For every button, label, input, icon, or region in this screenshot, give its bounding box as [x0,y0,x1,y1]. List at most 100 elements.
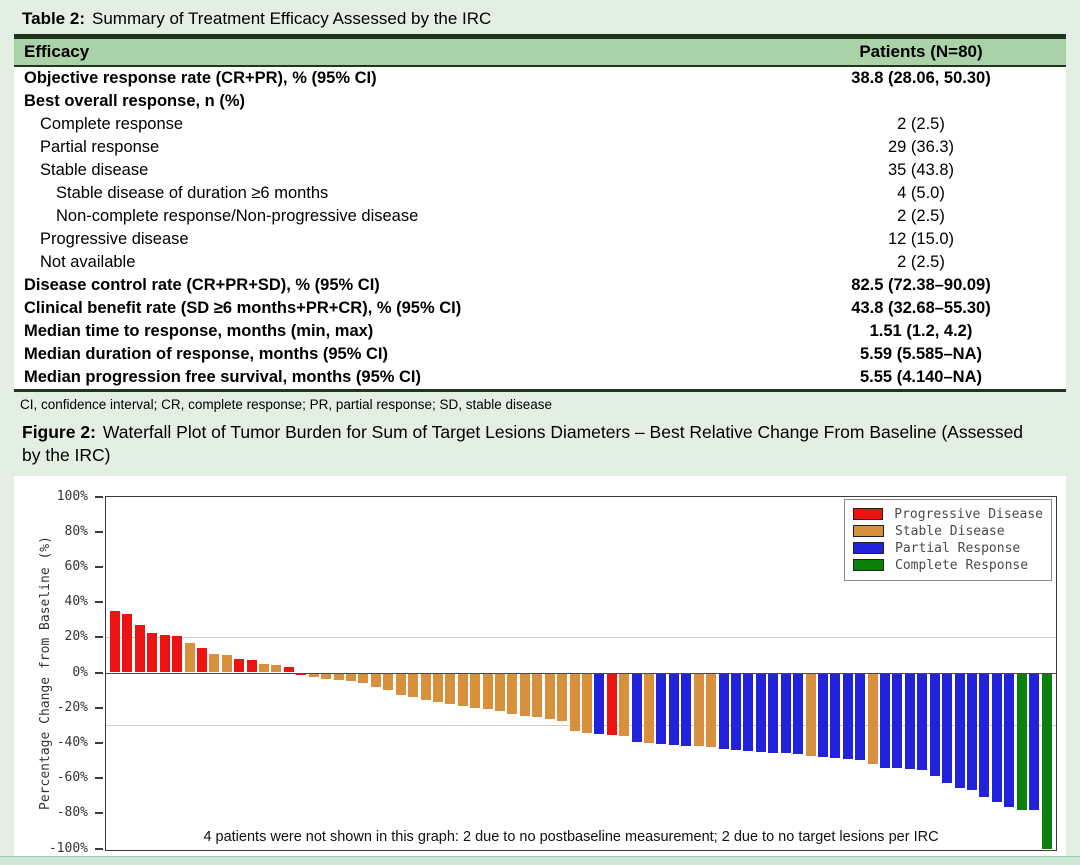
reference-line [106,725,1056,727]
legend-item: Stable Disease [853,523,1043,540]
table-row: Progressive disease 12 (15.0) [14,228,1066,251]
waterfall-bar-pr [842,672,853,759]
waterfall-bar-sd [370,672,381,687]
waterfall-bar-pd [122,614,133,673]
y-tick-label: 60% [64,558,88,574]
waterfall-bar-cr [1041,672,1052,849]
row-value: 29 (36.3) [887,138,955,156]
waterfall-bar-pr [917,672,928,771]
row-label: Progressive disease [40,230,189,248]
y-tick-label: 100% [56,488,88,504]
waterfall-bar-sd [321,672,332,679]
row-value: 43.8 (32.68–55.30) [851,299,991,317]
y-tick-mark [95,706,103,709]
row-label: Best overall response, n (%) [24,92,245,110]
table-row: Objective response rate (CR+PR), % (95% … [14,67,1066,90]
legend-item: Partial Response [853,540,1043,557]
waterfall-bar-pr [743,672,754,751]
y-tick-mark [95,636,103,639]
waterfall-bar-pd [246,660,257,673]
waterfall-bar-sd [271,665,282,673]
col-header-patients: Patients (N=80) [859,42,983,61]
table-row: Median duration of response, months (95%… [14,343,1066,366]
y-tick-mark [95,601,103,604]
waterfall-bar-pr [681,672,692,746]
reference-line [106,637,1056,639]
y-tick-mark [95,565,103,568]
waterfall-bar-pd [134,624,145,673]
waterfall-bar-sd [420,672,431,700]
plot-area: Progressive Disease Stable Disease Partial… [105,495,1057,851]
y-tick-mark [95,530,103,533]
y-tick-mark [95,671,103,674]
waterfall-bar-pr [942,672,953,784]
y-tick-mark [95,495,103,498]
waterfall-bar-sd [345,672,356,681]
waterfall-bar-pr [855,672,866,760]
waterfall-bar-sd [581,672,592,734]
waterfall-bar-pd [147,632,158,673]
row-label: Partial response [40,138,160,156]
waterfall-bar-sd [482,672,493,710]
waterfall-bar-pr [817,672,828,757]
waterfall-bar-sd [706,672,717,748]
waterfall-bar-pr [904,672,915,770]
row-label: Stable disease of duration ≥6 months [56,184,329,202]
y-tick-label: 0% [72,664,88,680]
annotation-text: 4 patients were not shown in this graph:… [203,828,939,845]
legend-item: Complete Response [853,557,1043,574]
waterfall-bar-pr [731,672,741,750]
legend-label: Stable Disease [895,523,1005,539]
legend-label: Complete Response [895,557,1029,573]
table-footnote: CI, confidence interval; CR, complete re… [20,397,553,412]
waterfall-bar-pr [780,672,791,754]
waterfall-bar-pr [1029,672,1040,810]
legend-swatch-cr [853,559,884,571]
row-label: Median time to response, months (min, ma… [24,322,374,340]
waterfall-bar-sd [867,672,878,765]
y-tick-label: 40% [64,594,88,610]
y-tick-label: -20% [56,699,88,715]
row-value: 35 (43.8) [887,161,955,179]
waterfall-bar-sd [495,672,506,712]
waterfall-bar-pr [991,672,1002,802]
waterfall-bar-pr [668,672,679,745]
legend-swatch-pr [853,542,884,554]
waterfall-bar-pd [283,667,294,673]
legend-label: Partial Response [895,540,1021,556]
legend: Progressive Disease Stable Disease Partial… [844,498,1052,581]
table-row: Not available 2 (2.5) [14,251,1066,274]
waterfall-bar-pr [892,672,903,769]
waterfall-bar-pr [631,672,642,743]
bottom-strip [0,856,1080,865]
waterfall-bar-pr [594,672,605,735]
row-label: Disease control rate (CR+PR+SD), % (95% … [24,276,380,294]
row-value: 12 (15.0) [887,230,955,248]
waterfall-bar-sd [805,672,816,757]
row-label: Non-complete response/Non-progressive di… [56,207,419,225]
waterfall-bar-sd [693,672,704,747]
y-axis: 100% 80% 60% 40% 20% 0% -20% -40% -60% -80% -100% [14,489,105,856]
table-header-row: Efficacy Patients (N=80) [14,34,1066,67]
table-row: Stable disease of duration ≥6 months 4 (5… [14,182,1066,205]
row-value: 2 (2.5) [897,115,945,133]
figure-caption: Figure 2: Waterfall Plot of Tumor Burden … [0,414,1054,476]
waterfall-bar-pd [606,672,617,735]
waterfall-bar-sd [457,672,468,706]
row-value: 2 (2.5) [897,207,945,225]
waterfall-bar-pr [1004,672,1015,808]
y-tick-label: 80% [64,523,88,539]
waterfall-bar-sd [532,672,543,718]
waterfall-bar-pr [954,672,965,788]
waterfall-bar-sd [395,672,406,695]
waterfall-bar-pd [110,610,120,673]
row-label: Median duration of response, months (95%… [24,345,388,363]
waterfall-bar-pd [234,659,245,673]
legend-label: Progressive Disease [894,506,1043,522]
table-title-prefix: Table 2: [22,9,85,28]
efficacy-table: Efficacy Patients (N=80) Objective respo… [14,34,1066,392]
waterfall-bar-cr [1016,672,1027,810]
row-label: Not available [40,253,136,271]
row-label: Stable disease [40,161,149,179]
